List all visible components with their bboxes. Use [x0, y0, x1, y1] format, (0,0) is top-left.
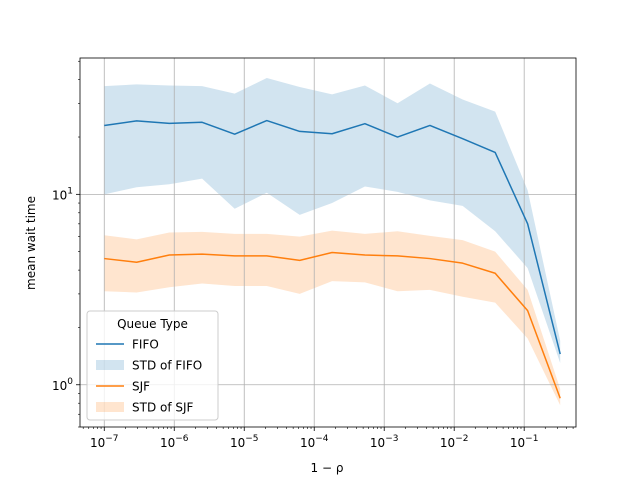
legend-label-std-fifo: STD of FIFO	[132, 359, 202, 373]
legend-label-fifo: FIFO	[132, 338, 159, 352]
x-tick-label-exp: −2	[455, 434, 468, 444]
y-tick-label-exp: 1	[67, 186, 73, 196]
x-tick-label-base: 10	[440, 436, 455, 450]
legend-swatch-std-sjf	[96, 402, 124, 412]
x-tick-label-exp: −5	[245, 434, 258, 444]
x-tick-label: 10−2	[440, 434, 469, 450]
y-tick-label-base: 10	[52, 379, 67, 393]
x-tick-label: 10−6	[160, 434, 189, 450]
x-tick-label: 10−5	[230, 434, 259, 450]
x-tick-label: 10−1	[510, 434, 539, 450]
std-band-sjf	[104, 230, 561, 406]
x-tick-label-base: 10	[90, 436, 105, 450]
std-band-fifo	[104, 78, 561, 364]
legend: Queue Type FIFO STD of FIFO SJF STD of SJF	[86, 310, 219, 421]
x-axis-label: 1 − ρ	[311, 461, 344, 475]
x-tick-label-exp: −1	[525, 434, 538, 444]
y-tick-label: 101	[52, 186, 73, 202]
x-tick-label-base: 10	[230, 436, 245, 450]
legend-label-sjf: SJF	[132, 380, 150, 394]
series-lines	[104, 119, 561, 399]
axes	[79, 57, 577, 428]
x-tick-label-base: 10	[300, 436, 315, 450]
legend-title: Queue Type	[117, 317, 188, 331]
plot-frame	[79, 57, 577, 428]
x-tick-label-base: 10	[370, 436, 385, 450]
legend-swatch-std-fifo	[96, 360, 124, 370]
x-tick-label-exp: −4	[315, 434, 329, 444]
y-tick-label-base: 10	[52, 188, 67, 202]
y-tick-label: 100	[52, 377, 73, 393]
x-tick-label-exp: −6	[175, 434, 189, 444]
x-tick-label-exp: −3	[385, 434, 398, 444]
x-tick-label-exp: −7	[105, 434, 118, 444]
legend-box	[86, 310, 219, 421]
x-tick-label: 10−3	[370, 434, 399, 450]
x-tick-label: 10−7	[90, 434, 119, 450]
x-tick-label: 10−4	[300, 434, 329, 450]
y-axis-label: mean wait time	[24, 196, 38, 290]
std-bands	[104, 78, 561, 406]
x-tick-label-base: 10	[510, 436, 525, 450]
legend-label-std-sjf: STD of SJF	[132, 401, 194, 415]
y-tick-label-exp: 0	[67, 377, 73, 387]
x-tick-label-base: 10	[160, 436, 175, 450]
